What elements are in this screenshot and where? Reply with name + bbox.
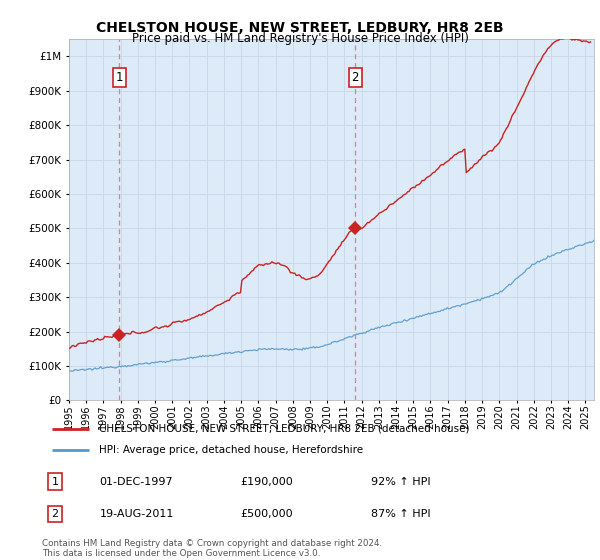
Text: 01-DEC-1997: 01-DEC-1997 xyxy=(100,477,173,487)
Text: 2: 2 xyxy=(52,509,59,519)
Text: CHELSTON HOUSE, NEW STREET, LEDBURY, HR8 2EB (detached house): CHELSTON HOUSE, NEW STREET, LEDBURY, HR8… xyxy=(100,424,470,433)
Text: CHELSTON HOUSE, NEW STREET, LEDBURY, HR8 2EB: CHELSTON HOUSE, NEW STREET, LEDBURY, HR8… xyxy=(96,21,504,35)
Text: 92% ↑ HPI: 92% ↑ HPI xyxy=(371,477,430,487)
Text: Price paid vs. HM Land Registry's House Price Index (HPI): Price paid vs. HM Land Registry's House … xyxy=(131,32,469,45)
Text: 87% ↑ HPI: 87% ↑ HPI xyxy=(371,509,430,519)
Text: HPI: Average price, detached house, Herefordshire: HPI: Average price, detached house, Here… xyxy=(100,445,364,455)
Text: £190,000: £190,000 xyxy=(241,477,293,487)
Text: £500,000: £500,000 xyxy=(241,509,293,519)
Text: 1: 1 xyxy=(116,71,123,83)
Text: 1: 1 xyxy=(52,477,59,487)
Text: 2: 2 xyxy=(352,71,359,83)
Text: 19-AUG-2011: 19-AUG-2011 xyxy=(100,509,174,519)
Text: Contains HM Land Registry data © Crown copyright and database right 2024.
This d: Contains HM Land Registry data © Crown c… xyxy=(42,539,382,558)
